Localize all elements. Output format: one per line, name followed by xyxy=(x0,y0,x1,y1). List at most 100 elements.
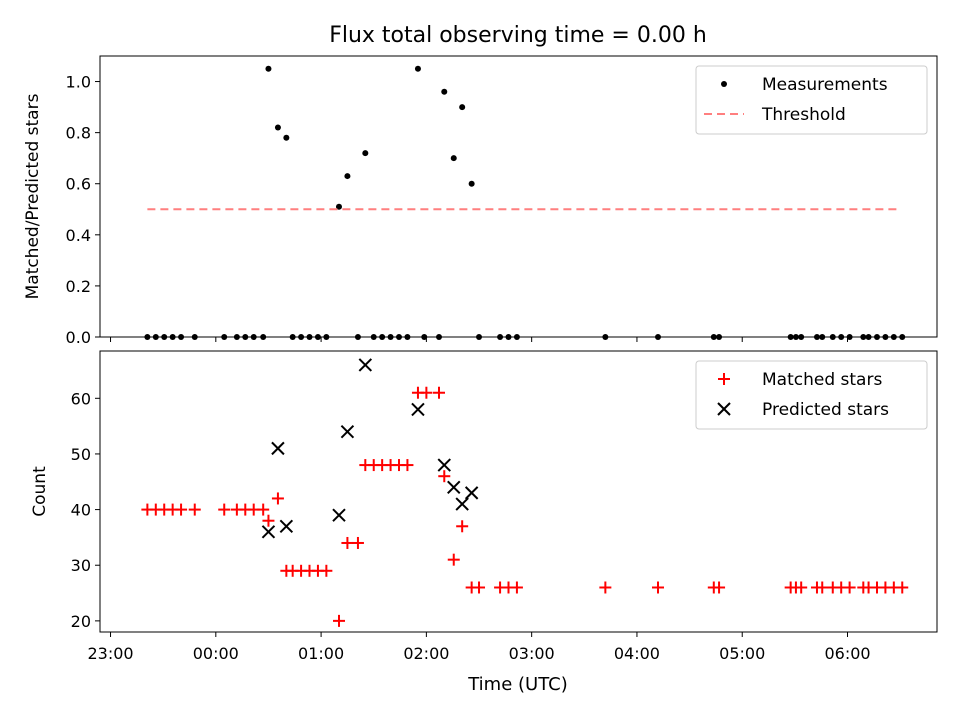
measurements-point xyxy=(221,334,228,340)
matched-stars-point xyxy=(473,581,486,594)
measurements-point xyxy=(421,334,428,340)
measurements-point xyxy=(459,104,466,111)
bottom-y-tick-label: 50 xyxy=(71,445,91,464)
x-stroke-2 xyxy=(261,525,276,539)
measurements-point xyxy=(274,124,281,131)
measurements-point xyxy=(787,334,794,340)
measurements-point xyxy=(860,334,867,340)
top-y-tick-label: 0.4 xyxy=(66,226,91,245)
legend-label: Matched stars xyxy=(762,370,882,390)
matched-stars-point xyxy=(816,581,829,594)
matched-stars-point xyxy=(713,581,726,594)
matched-stars-point xyxy=(433,386,446,399)
matched-stars-point xyxy=(271,492,284,505)
measurements-point xyxy=(838,334,845,340)
top-subplot: 0.0 0.2 0.4 0.6 0.8 1.0 Matched/Predicted star… xyxy=(23,55,938,347)
matched-stars-point xyxy=(795,581,808,594)
x-stroke-2 xyxy=(279,519,294,533)
matched-stars-point xyxy=(262,514,275,527)
bottom-y-tick-label: 20 xyxy=(71,612,91,631)
matched-stars-point xyxy=(320,564,333,577)
matched-stars-point xyxy=(218,503,231,516)
measurements-point xyxy=(655,334,661,340)
measurements-point xyxy=(161,334,168,340)
legend-label: Measurements xyxy=(762,75,888,95)
predicted-stars-point xyxy=(358,358,373,372)
matched-stars-point xyxy=(188,503,201,516)
matched-stars-point xyxy=(599,581,612,594)
predicted-stars-point xyxy=(340,424,355,439)
measurements-point xyxy=(396,334,403,340)
bottom-y-tick-label: 40 xyxy=(71,501,91,520)
measurements-point xyxy=(414,65,421,72)
x-tick-label: 03:00 xyxy=(509,644,555,663)
measurements-point xyxy=(387,334,394,340)
predicted-stars-point xyxy=(279,519,294,533)
x-tick-label: 04:00 xyxy=(614,644,660,663)
matched-stars-point xyxy=(401,459,414,472)
legend-label: Predicted stars xyxy=(762,400,889,420)
bottom-subplot: 20 30 40 50 60 23:00 00:00 01:00 02:00 03:00 04:00… xyxy=(30,350,938,663)
measurements-point xyxy=(813,334,820,340)
measurements-point xyxy=(335,203,342,210)
measurements-point xyxy=(178,334,185,340)
legend-marker-dot xyxy=(721,81,727,87)
x-stroke-2 xyxy=(411,402,425,417)
top-y-tick-label: 0.6 xyxy=(66,175,91,194)
chart-title: Flux total observing time = 0.00 h xyxy=(329,23,707,48)
matched-stars-point xyxy=(447,553,460,566)
top-y-tick-label: 0.0 xyxy=(66,328,91,347)
bottom-legend: Matched stars Predicted stars xyxy=(695,360,928,430)
measurements-point xyxy=(260,334,267,340)
measurements-point xyxy=(710,334,717,340)
measurements-point xyxy=(323,334,330,340)
matched-stars-point xyxy=(420,386,433,399)
predicted-stars-point xyxy=(261,525,276,539)
x-tick-label: 23:00 xyxy=(87,644,133,663)
matched-stars-point xyxy=(843,581,856,594)
measurements-point xyxy=(283,134,290,141)
x-stroke-2 xyxy=(437,458,451,472)
measurements-point xyxy=(152,334,159,340)
predicted-stars-point xyxy=(332,508,346,522)
matched-stars-point xyxy=(257,503,270,516)
measurements-point xyxy=(314,334,321,340)
matched-stars-point xyxy=(175,503,188,516)
x-stroke-2 xyxy=(455,497,469,511)
legend-label: Threshold xyxy=(761,105,846,125)
predicted-stars-point xyxy=(411,402,425,417)
measurements-point xyxy=(716,334,723,340)
measurements-point xyxy=(404,334,411,340)
bottom-y-tick-label: 60 xyxy=(71,389,91,408)
measurements-point xyxy=(497,334,504,340)
measurements-point xyxy=(169,334,176,340)
measurements-point xyxy=(191,334,198,340)
measurements-point xyxy=(450,155,457,162)
matched-stars-point xyxy=(510,581,523,594)
measurements-point xyxy=(513,334,520,340)
x-tick-label: 06:00 xyxy=(824,644,870,663)
top-y-tick-label: 1.0 xyxy=(66,73,91,92)
measurements-point xyxy=(144,334,151,340)
x-axis-label: Time (UTC) xyxy=(467,674,568,695)
legend-box xyxy=(695,360,928,430)
matched-stars-point xyxy=(341,536,354,549)
measurements-point xyxy=(250,334,257,340)
measurements-point xyxy=(846,334,853,340)
x-stroke-2 xyxy=(332,508,346,522)
measurements-point xyxy=(436,334,443,340)
predicted-stars-point xyxy=(271,441,285,456)
matched-stars-point xyxy=(438,470,451,483)
measurements-point xyxy=(865,334,872,340)
measurements-point xyxy=(306,334,313,340)
measurements-point xyxy=(362,150,369,157)
x-tick-label: 01:00 xyxy=(298,644,344,663)
top-y-tick-label: 0.2 xyxy=(66,277,91,296)
top-y-axis-label: Matched/Predicted stars xyxy=(23,93,43,299)
x-stroke-2 xyxy=(464,486,479,500)
x-tick-label: 05:00 xyxy=(719,644,765,663)
measurements-point xyxy=(829,334,836,340)
measurements-point xyxy=(602,334,609,340)
matched-stars-point xyxy=(332,614,345,627)
